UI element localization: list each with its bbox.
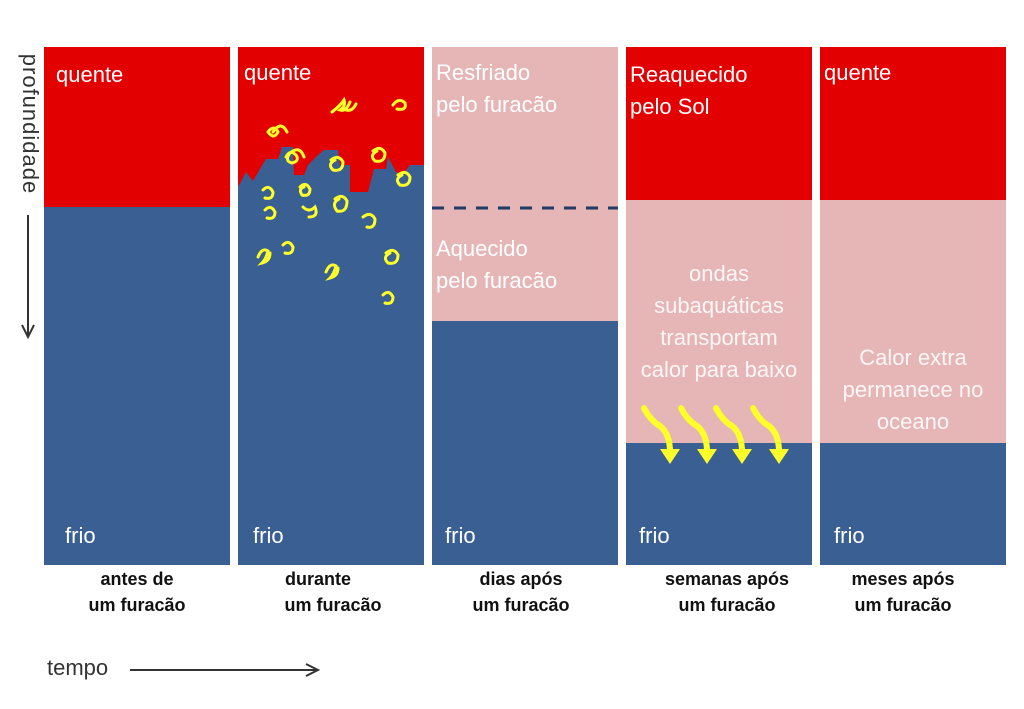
caption-during: durante um furacão xyxy=(225,566,411,618)
caption-line-1: meses após xyxy=(851,569,955,589)
cold-label: frio xyxy=(445,523,476,548)
depth-axis-label: profundidade xyxy=(18,53,43,195)
swirl xyxy=(298,182,312,197)
label-line: transportam xyxy=(660,325,778,350)
label-line: ondas xyxy=(689,261,749,286)
panel-weeks-after: Reaquecido pelo Sol ondas subaquáticas t… xyxy=(626,47,812,565)
swirl xyxy=(261,185,275,200)
reheated-label: Reaquecido pelo Sol xyxy=(630,59,747,123)
label-line: Reaquecido xyxy=(630,62,748,87)
cooled-layer xyxy=(432,47,618,321)
jagged-mixed-boundary xyxy=(238,147,424,227)
swirl xyxy=(395,170,412,187)
cold-label: frio xyxy=(639,523,670,548)
cold-label: frio xyxy=(253,523,284,548)
warm-label: quente xyxy=(244,60,312,85)
label-line: pelo Sol xyxy=(630,94,710,119)
extra-heat-label: Calor extra permanece no oceano xyxy=(820,342,1006,438)
caption-line-2: um furacão xyxy=(854,595,952,615)
label-line: permanece no xyxy=(842,377,984,402)
swirl xyxy=(266,124,289,138)
heat-arrow xyxy=(641,405,673,455)
label-line: calor para baixo xyxy=(640,357,798,382)
swirl xyxy=(281,240,295,255)
label-line: Resfriado xyxy=(436,60,531,85)
swirl xyxy=(383,248,400,265)
heat-arrow xyxy=(713,405,745,455)
panel-before: quente frio xyxy=(44,47,230,565)
label-line: pelo furacão xyxy=(436,92,558,117)
caption-line-2: um furacão xyxy=(284,595,382,615)
label-line: pelo furacão xyxy=(436,268,558,293)
caption-line-2: um furacão xyxy=(88,595,186,615)
caption-line-1: antes de xyxy=(100,569,174,589)
caption-line-1: dias após xyxy=(479,569,563,589)
warm-layer xyxy=(820,47,1006,200)
swirl xyxy=(284,148,306,165)
panel-days-after: Resfriado pelo furacão Aquecido pelo fur… xyxy=(432,47,618,565)
heat-arrow xyxy=(678,405,710,455)
swirl xyxy=(263,205,277,220)
cold-label: frio xyxy=(65,523,96,548)
cold-label: frio xyxy=(834,523,865,548)
cooled-label: Resfriado pelo furacão xyxy=(436,57,557,121)
time-axis-arrow xyxy=(130,663,321,677)
swirl xyxy=(330,96,358,114)
arrowhead xyxy=(732,449,752,464)
swirl xyxy=(328,155,345,172)
heated-label: Aquecido pelo furacão xyxy=(436,233,557,297)
caption-months-after: meses após um furacão xyxy=(810,566,996,618)
caption-before: antes de um furacão xyxy=(44,566,230,618)
downward-heat-arrows xyxy=(641,405,789,464)
time-axis-label: tempo xyxy=(47,655,109,680)
swirl xyxy=(381,290,395,305)
caption-line-2: um furacão xyxy=(678,595,776,615)
caption-days-after: dias após um furacão xyxy=(428,566,614,618)
reheated-layer xyxy=(626,47,812,200)
caption-line-2: um furacão xyxy=(472,595,570,615)
panel-months-after: quente Calor extra permanece no oceano f… xyxy=(820,47,1006,565)
arrowhead xyxy=(660,449,680,464)
label-line: Calor extra xyxy=(859,345,967,370)
label-line: subaquáticas xyxy=(654,293,784,318)
swirl xyxy=(256,248,272,266)
warm-label: quente xyxy=(824,60,892,85)
swirl xyxy=(370,146,387,163)
label-line: Aquecido xyxy=(436,236,528,261)
arrowhead xyxy=(769,449,789,464)
caption-weeks-after: semanas após um furacão xyxy=(634,566,820,618)
heat-arrow xyxy=(750,405,782,455)
panel-during: quente frio xyxy=(238,47,424,565)
swirl xyxy=(301,204,318,219)
swirl xyxy=(361,212,377,229)
swirl xyxy=(391,98,407,111)
warm-label: quente xyxy=(56,62,124,87)
swirl xyxy=(332,194,349,213)
arrowhead xyxy=(697,449,717,464)
waves-label: ondas subaquáticas transportam calor par… xyxy=(626,258,812,386)
warm-layer xyxy=(44,47,230,207)
caption-line-1: semanas após xyxy=(664,569,790,589)
dashed-boundary xyxy=(432,206,618,210)
caption-line-1: durante xyxy=(284,569,351,589)
depth-axis-arrow xyxy=(21,215,35,340)
mixing-turbulence xyxy=(238,96,424,305)
label-line: oceano xyxy=(876,409,950,434)
swirl xyxy=(324,263,340,281)
